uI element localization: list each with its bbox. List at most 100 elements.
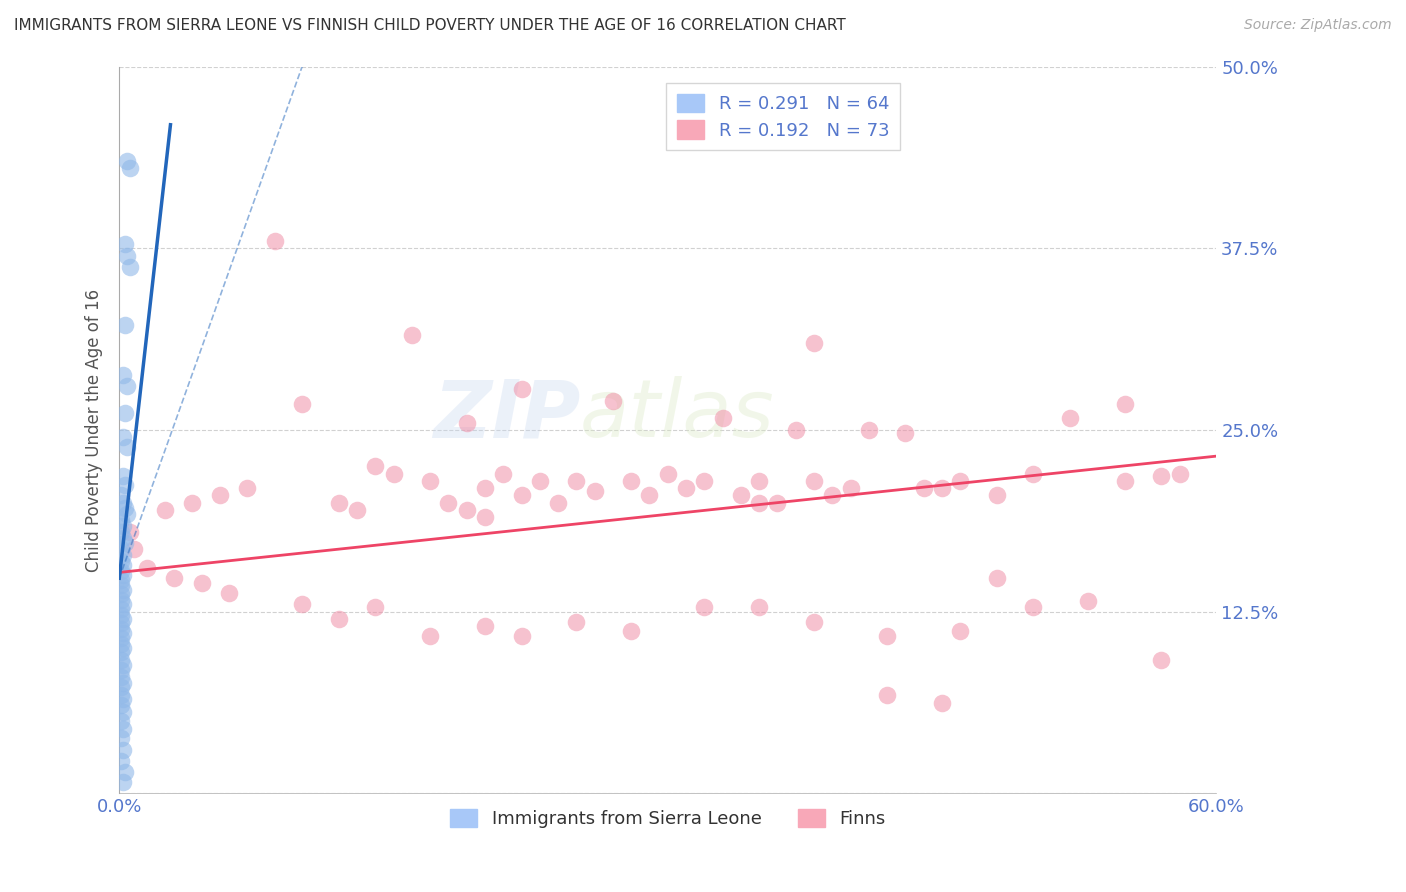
Point (110, 601, 132, 615)
Point (474, 510, 496, 524)
Point (110, 564, 132, 578)
Point (115, 248, 138, 262)
Point (115, 441, 138, 455)
Point (110, 714, 132, 728)
Point (803, 615, 825, 629)
Point (110, 663, 132, 677)
Point (111, 598, 134, 612)
Point (114, 478, 136, 492)
Point (510, 382, 533, 396)
Point (114, 318, 136, 333)
Point (111, 368, 134, 382)
Point (110, 524, 132, 539)
Point (1022, 600, 1045, 615)
Point (1059, 411, 1081, 425)
Point (803, 335, 825, 350)
Point (456, 416, 478, 430)
Point (766, 496, 789, 510)
Y-axis label: Child Poverty Under the Age of 16: Child Poverty Under the Age of 16 (86, 288, 103, 572)
Text: atlas: atlas (581, 376, 775, 454)
Point (474, 481, 496, 495)
Point (931, 481, 953, 495)
Point (912, 481, 935, 495)
Point (291, 397, 314, 411)
Point (1168, 467, 1191, 481)
Point (328, 496, 350, 510)
Point (111, 723, 134, 737)
Point (839, 481, 862, 495)
Point (456, 503, 478, 517)
Point (111, 469, 134, 483)
Point (110, 698, 132, 712)
Point (236, 481, 259, 495)
Point (110, 688, 132, 702)
Point (110, 645, 132, 659)
Point (122, 542, 145, 557)
Point (208, 488, 231, 502)
Point (419, 629, 441, 643)
Point (114, 536, 136, 550)
Point (111, 743, 134, 757)
Point (931, 696, 953, 710)
Point (876, 688, 898, 702)
Point (620, 624, 643, 638)
Point (602, 393, 624, 408)
Point (111, 568, 134, 582)
Point (115, 508, 138, 522)
Point (114, 405, 136, 419)
Point (114, 501, 136, 516)
Point (110, 670, 132, 684)
Legend: Immigrants from Sierra Leone, Finns: Immigrants from Sierra Leone, Finns (443, 801, 893, 835)
Point (1150, 469, 1173, 483)
Point (111, 691, 134, 706)
Point (111, 658, 134, 673)
Point (111, 496, 134, 510)
Point (1077, 594, 1099, 608)
Point (1150, 652, 1173, 666)
Point (111, 558, 134, 573)
Point (492, 467, 515, 481)
Point (821, 488, 844, 502)
Point (111, 612, 134, 626)
Point (110, 637, 132, 651)
Point (419, 474, 441, 488)
Point (135, 561, 157, 575)
Point (364, 459, 387, 474)
Point (565, 615, 588, 629)
Point (675, 481, 697, 495)
Point (153, 503, 176, 517)
Point (111, 626, 134, 640)
Point (949, 624, 972, 638)
Point (565, 474, 588, 488)
Point (110, 554, 132, 568)
Point (620, 474, 643, 488)
Point (693, 474, 716, 488)
Point (110, 578, 132, 592)
Point (111, 430, 134, 444)
Point (711, 411, 734, 425)
Point (120, 161, 142, 176)
Point (858, 423, 880, 437)
Point (328, 612, 350, 626)
Point (986, 571, 1008, 585)
Point (748, 600, 770, 615)
Point (111, 531, 134, 545)
Point (115, 154, 138, 169)
Point (657, 467, 679, 481)
Point (693, 600, 716, 615)
Point (437, 496, 460, 510)
Point (748, 496, 770, 510)
Point (382, 467, 405, 481)
Point (110, 573, 132, 587)
Text: Source: ZipAtlas.com: Source: ZipAtlas.com (1244, 18, 1392, 32)
Point (114, 236, 136, 251)
Point (803, 474, 825, 488)
Point (111, 519, 134, 533)
Point (190, 575, 212, 590)
Point (120, 524, 142, 539)
Point (114, 764, 136, 779)
Point (986, 488, 1008, 502)
Point (474, 619, 496, 633)
Point (263, 234, 285, 248)
Point (110, 755, 132, 769)
